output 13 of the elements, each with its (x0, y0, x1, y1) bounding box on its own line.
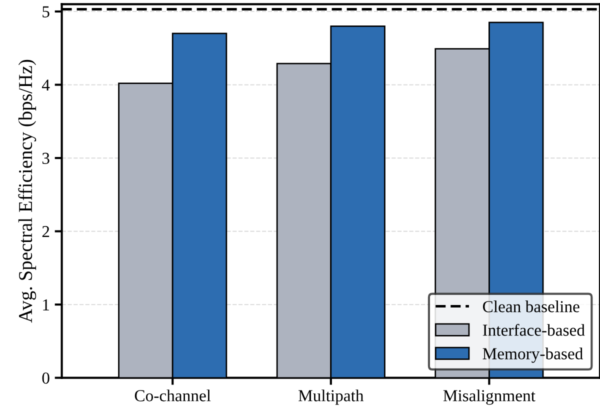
x-tick-label: Misalignment (443, 390, 536, 405)
legend-label: Clean baseline (482, 300, 580, 312)
y-tick-label: 2 (42, 226, 50, 238)
y-tick-label: 3 (42, 152, 50, 164)
y-tick-label: 5 (42, 6, 50, 18)
y-tick-label: 4 (42, 80, 50, 91)
y-tick-label: 1 (43, 299, 49, 310)
x-tick-label: Multipath (298, 390, 364, 405)
legend-label: Interface-based (482, 324, 585, 336)
legend-label: Memory-based (482, 348, 583, 363)
x-tick-label: Co-channel (134, 390, 211, 402)
y-axis-title: Avg. Spectral Efficiency (bps/Hz) (18, 60, 36, 323)
y-tick-label: 0 (42, 372, 50, 384)
